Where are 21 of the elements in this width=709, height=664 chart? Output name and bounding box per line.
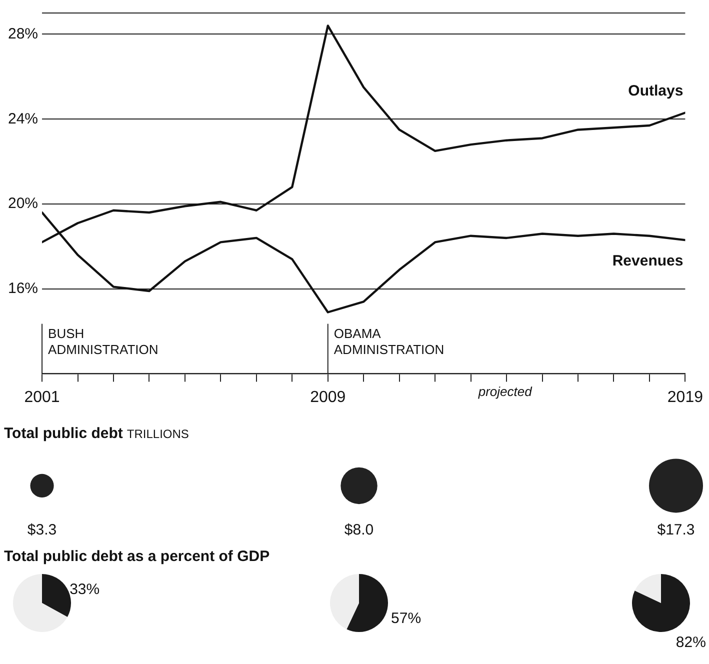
data-label: 82%	[676, 634, 706, 651]
text: Total public debt	[4, 425, 123, 442]
series-label: Revenues	[612, 252, 684, 270]
x-tick-label: 2009	[310, 388, 346, 406]
text: projected	[477, 384, 533, 399]
y-tick-label: 24%	[8, 110, 38, 128]
data-label: 57%	[391, 610, 422, 626]
series-label: Outlays	[628, 82, 684, 100]
text: Total public debt as a percent of GDP	[4, 548, 270, 565]
x-tick-label: 2019	[667, 388, 704, 406]
ref-line-label: BUSH ADMINISTRATION	[48, 326, 158, 357]
data-label: 33%	[70, 581, 100, 598]
y-tick-label: 28%	[8, 25, 38, 42]
text: TRILLIONS	[126, 427, 189, 441]
data-label: $17.3	[657, 522, 695, 539]
data-label: $3.3	[27, 522, 57, 539]
y-tick-label: 16%	[8, 280, 38, 298]
ref-line-label: OBAMA ADMINISTRATION	[334, 326, 444, 357]
data-label: $8.0	[344, 522, 374, 539]
y-tick-label: 20%	[8, 195, 38, 212]
x-tick-label: 2001	[24, 388, 60, 406]
